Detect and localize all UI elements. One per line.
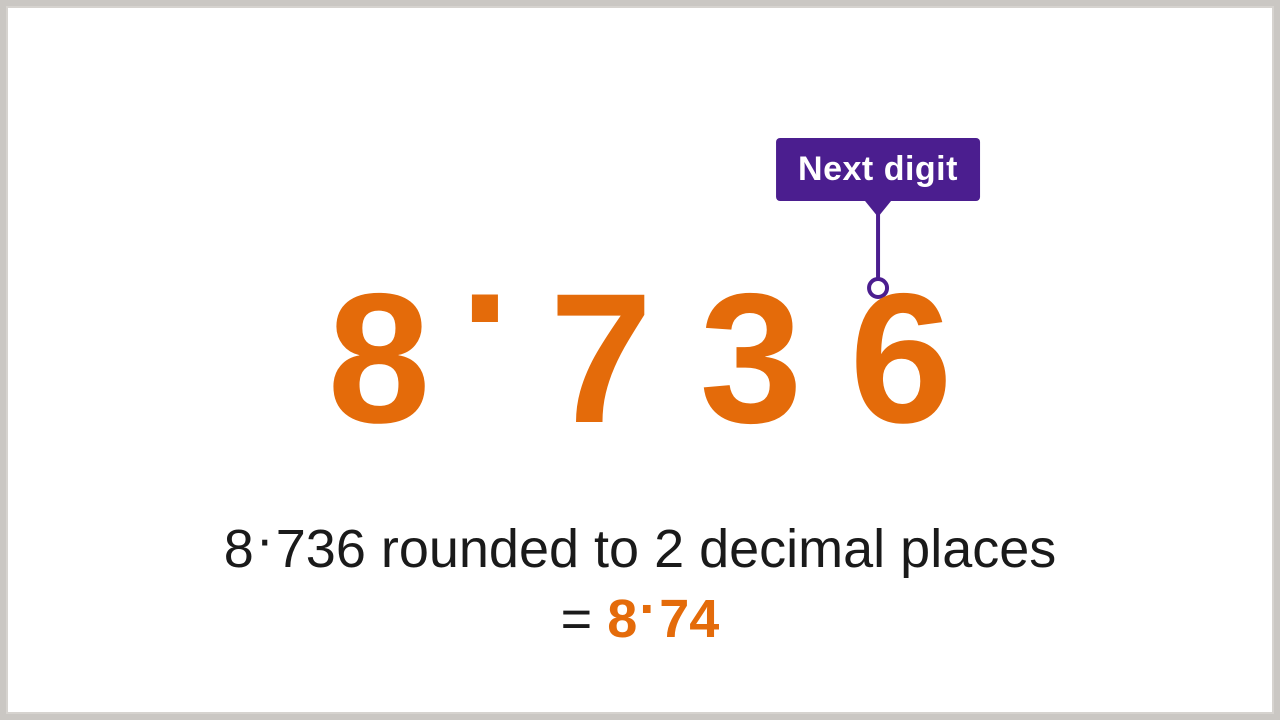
explain-text-1b: 736 rounded to 2 decimal places <box>276 519 1057 579</box>
digit-3: 6 <box>826 253 976 465</box>
decimal-separator: · <box>454 201 526 413</box>
explain-text-1a: 8 <box>224 519 254 579</box>
big-number: 8 · 7 3 6 <box>8 253 1272 465</box>
explain-eq: = <box>561 589 608 649</box>
explain-line-1: 8·736 rounded to 2 decimal places <box>8 518 1272 580</box>
callout-label: Next digit <box>776 138 980 201</box>
panel: Next digit 8 · 7 3 6 8·736 rounded to 2 … <box>6 6 1274 714</box>
result-frac: 74 <box>659 589 719 649</box>
digit-2: 3 <box>676 253 826 465</box>
result-int: 8 <box>607 589 637 649</box>
digit-1: 7 <box>526 253 676 465</box>
result-sep: · <box>637 578 659 640</box>
explain-line-2: = 8·74 <box>8 588 1272 650</box>
explain-sep: · <box>254 508 276 570</box>
digit-0: 8 <box>304 253 454 465</box>
